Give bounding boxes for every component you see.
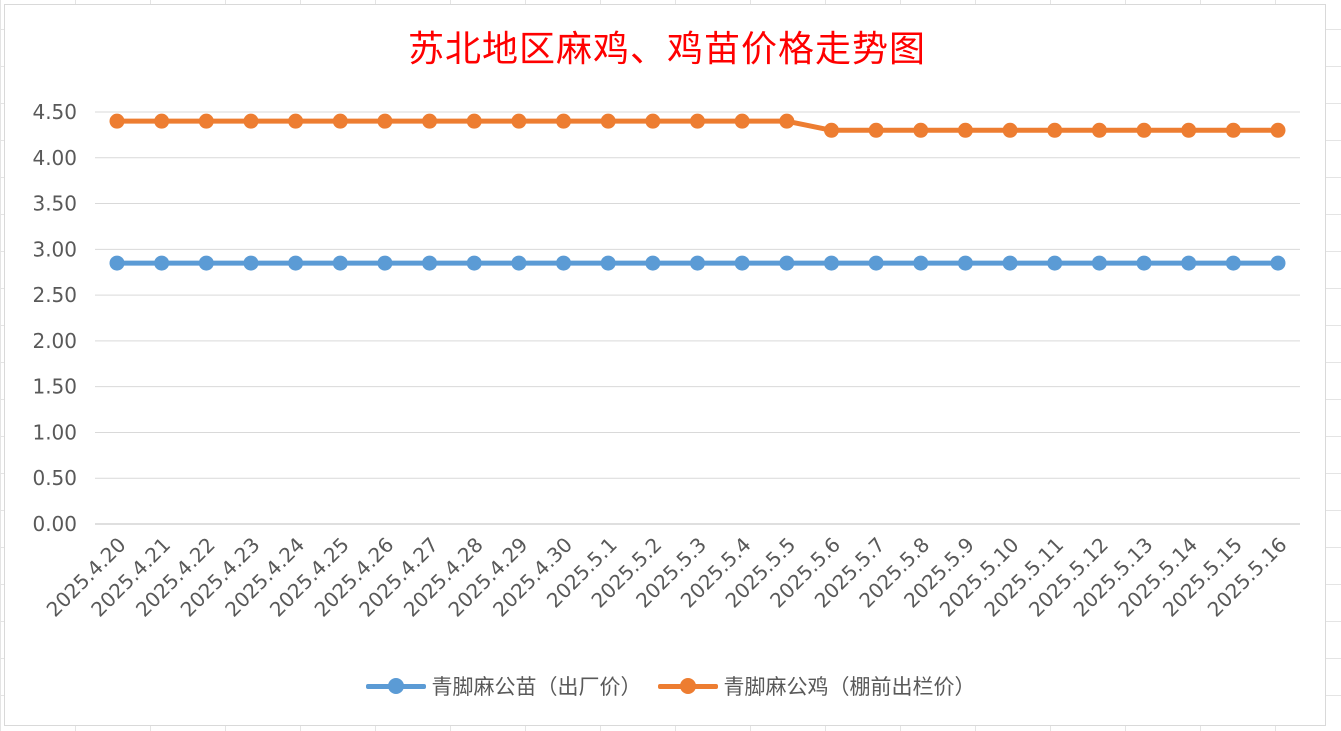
data-point — [1270, 122, 1286, 138]
legend-item-seedling[interactable]: 青脚麻公苗（出厂价） — [365, 671, 642, 701]
data-point — [154, 113, 170, 129]
data-point — [1181, 122, 1197, 138]
data-point — [109, 255, 125, 271]
data-point — [556, 255, 572, 271]
data-point — [690, 113, 705, 129]
data-point — [422, 113, 438, 129]
data-point — [422, 255, 438, 271]
legend-label-rooster: 青脚麻公鸡（棚前出栏价） — [723, 675, 976, 699]
data-point — [823, 122, 839, 138]
series-1 — [109, 255, 1286, 271]
y-tick-label: 4.00 — [32, 146, 77, 170]
data-point — [734, 255, 750, 271]
data-point — [154, 255, 170, 271]
data-point — [645, 113, 661, 129]
data-point — [466, 113, 482, 129]
data-point — [1047, 255, 1063, 271]
data-point — [332, 255, 348, 271]
data-point — [1136, 122, 1152, 138]
data-point — [957, 255, 973, 271]
y-tick-label: 1.50 — [32, 375, 77, 399]
x-axis-tick-labels: 2025.4.202025.4.212025.4.222025.4.232025… — [42, 533, 1292, 622]
data-point — [913, 255, 929, 271]
data-point — [1091, 122, 1107, 138]
data-point — [690, 255, 705, 271]
data-point — [1225, 122, 1241, 138]
data-point — [1091, 255, 1107, 271]
chart-title: 苏北地区麻鸡、鸡苗价格走势图 — [407, 29, 926, 70]
data-point — [288, 113, 304, 129]
data-point — [1181, 255, 1197, 271]
data-point — [957, 122, 973, 138]
data-point — [1047, 122, 1063, 138]
data-point — [734, 113, 750, 129]
data-point — [332, 113, 348, 129]
series-lines — [109, 113, 1286, 271]
data-point — [1225, 255, 1241, 271]
y-tick-label: 1.00 — [32, 420, 77, 444]
series-2 — [109, 113, 1286, 138]
chart-area[interactable] — [4, 4, 1326, 726]
y-tick-label: 2.00 — [32, 329, 77, 353]
data-point — [600, 255, 616, 271]
data-point — [823, 255, 839, 271]
y-tick-label: 4.50 — [32, 100, 77, 124]
data-point — [198, 113, 214, 129]
y-tick-label: 0.50 — [32, 466, 77, 490]
data-point — [511, 113, 527, 129]
data-point — [377, 113, 393, 129]
data-point — [1002, 255, 1018, 271]
data-point — [466, 255, 482, 271]
y-tick-label: 2.50 — [32, 283, 77, 307]
data-point — [556, 113, 572, 129]
data-point — [511, 255, 527, 271]
data-point — [779, 113, 795, 129]
y-tick-label: 3.50 — [32, 192, 77, 216]
data-point — [198, 255, 214, 271]
data-point — [868, 255, 884, 271]
data-point — [288, 255, 304, 271]
legend-item-rooster[interactable]: 青脚麻公鸡（棚前出栏价） — [657, 671, 976, 701]
y-tick-label: 0.00 — [32, 512, 77, 536]
legend-swatch-rooster — [657, 676, 718, 696]
data-point — [779, 255, 795, 271]
y-axis-tick-labels: 0.00 0.50 1.00 1.50 2.00 2.50 3.00 3.50 4.00 4.50 — [32, 100, 77, 536]
legend: 青脚麻公苗（出厂价） 青脚麻公鸡（棚前出栏价） — [0, 668, 1341, 704]
data-point — [1270, 255, 1286, 271]
data-point — [243, 255, 259, 271]
legend-label-seedling: 青脚麻公苗（出厂价） — [431, 675, 642, 699]
data-point — [243, 113, 259, 129]
gridlines — [95, 111, 1300, 525]
data-point — [600, 113, 616, 129]
data-point — [868, 122, 884, 138]
data-point — [913, 122, 929, 138]
data-point — [1136, 255, 1152, 271]
data-point — [1002, 122, 1018, 138]
y-tick-label: 3.00 — [32, 237, 77, 261]
data-point — [377, 255, 393, 271]
data-point — [109, 113, 125, 129]
data-point — [645, 255, 661, 271]
legend-swatch-seedling — [365, 676, 426, 696]
